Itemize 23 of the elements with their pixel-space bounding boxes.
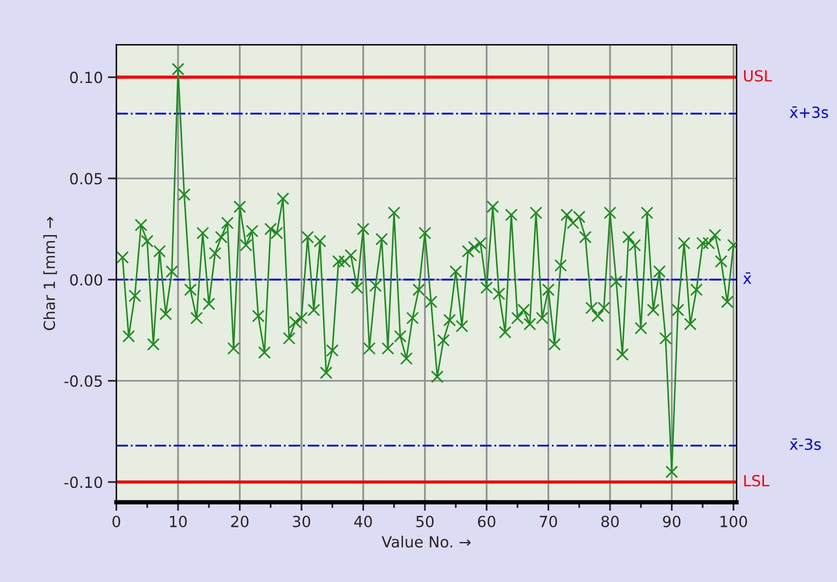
x-axis-title: Value No. →	[382, 536, 471, 548]
x-tick-label: 70	[540, 516, 558, 528]
ref-line-label: x̄+3s	[790, 106, 828, 118]
y-axis-title: Char 1 [mm] →	[43, 216, 57, 330]
x-tick-label: 90	[663, 516, 680, 528]
y-tick-label: 0.00	[70, 274, 102, 286]
x-tick-label: 40	[354, 516, 372, 528]
x-tick-label: 0	[112, 516, 120, 528]
x-tick-label: 80	[601, 516, 619, 528]
ref-line-label: USL	[744, 70, 772, 82]
x-tick-label: 50	[416, 516, 434, 528]
ref-line-label: LSL	[744, 474, 770, 486]
x-tick-label: 10	[170, 516, 187, 528]
ref-line-label: x̄-3s	[790, 438, 821, 450]
y-tick-label: -0.05	[64, 375, 102, 387]
y-tick-label: -0.10	[64, 476, 102, 488]
x-tick-label: 60	[478, 516, 496, 528]
y-tick-label: 0.05	[70, 172, 102, 184]
y-tick-label: 0.10	[70, 72, 102, 84]
x-tick-label: 20	[231, 516, 248, 528]
ref-line-label: x̄	[743, 272, 752, 284]
x-tick-label: 100	[720, 516, 748, 528]
x-tick-label: 30	[292, 516, 310, 528]
